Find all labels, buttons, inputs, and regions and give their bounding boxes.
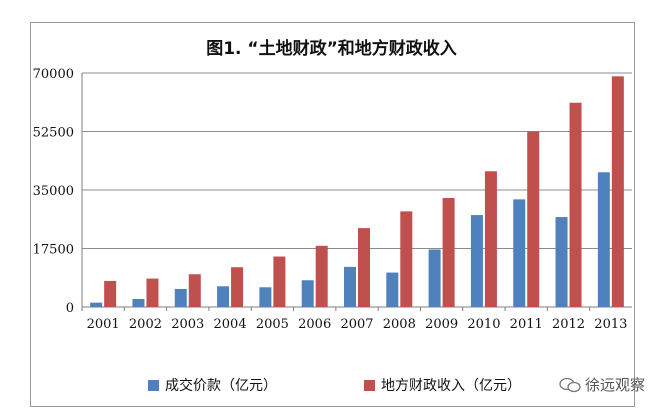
- bar-local-fiscal-revenue: [231, 267, 244, 307]
- bar-local-fiscal-revenue: [315, 245, 328, 307]
- watermark-text: 徐远观察: [584, 376, 645, 394]
- bar-transaction-price: [513, 199, 526, 307]
- bar-local-fiscal-revenue: [104, 280, 117, 307]
- x-tick-label: 2007: [340, 317, 373, 332]
- y-tick-label: 0: [66, 301, 74, 316]
- legend-label-0: 成交价款（亿元）: [165, 378, 277, 394]
- bar-transaction-price: [90, 302, 103, 307]
- bar-transaction-price: [132, 298, 145, 307]
- bar-transaction-price: [301, 280, 314, 307]
- x-tick-label: 2011: [510, 317, 543, 332]
- x-tick-label: 2010: [467, 317, 500, 332]
- bar-local-fiscal-revenue: [442, 198, 455, 307]
- bar-local-fiscal-revenue: [569, 102, 582, 307]
- bar-transaction-price: [555, 217, 568, 307]
- y-tick-label: 52500: [33, 126, 74, 141]
- bar-local-fiscal-revenue: [146, 278, 159, 307]
- bar-local-fiscal-revenue: [484, 171, 497, 307]
- y-tick-label: 70000: [33, 67, 74, 82]
- bar-transaction-price: [470, 215, 483, 307]
- x-tick-label: 2005: [256, 317, 289, 332]
- bar-transaction-price: [597, 172, 610, 307]
- legend-swatch-0: [148, 379, 159, 391]
- chart-title: 图1. “土地财政”和地方财政收入: [206, 39, 457, 59]
- bar-local-fiscal-revenue: [273, 256, 286, 307]
- x-tick-label: 2009: [425, 317, 458, 332]
- x-tick-label: 2003: [171, 317, 204, 332]
- bar-transaction-price: [428, 249, 441, 307]
- y-tick-label: 17500: [33, 243, 74, 258]
- bar-transaction-price: [217, 286, 230, 307]
- x-tick-label: 2001: [87, 317, 120, 332]
- bar-transaction-price: [174, 288, 187, 307]
- x-tick-label: 2002: [129, 317, 162, 332]
- chat-bubble-icon: [559, 377, 581, 392]
- y-tick-label: 35000: [33, 184, 74, 199]
- x-tick-label: 2012: [552, 317, 585, 332]
- legend-item-series-0: 成交价款（亿元）: [148, 374, 277, 396]
- x-tick-label: 2006: [298, 317, 331, 332]
- watermark: 徐远观察: [559, 374, 645, 395]
- bar-local-fiscal-revenue: [611, 76, 624, 307]
- bar-local-fiscal-revenue: [400, 211, 413, 307]
- bar-transaction-price: [259, 287, 272, 307]
- x-tick-label: 2008: [383, 317, 416, 332]
- bar-local-fiscal-revenue: [527, 131, 540, 307]
- bar-local-fiscal-revenue: [188, 274, 201, 307]
- legend-swatch-1: [364, 379, 375, 391]
- bar-transaction-price: [386, 272, 399, 307]
- x-tick-label: 2013: [594, 317, 627, 332]
- x-tick-label: 2004: [214, 317, 247, 332]
- legend-item-series-1: 地方财政收入（亿元）: [364, 374, 521, 396]
- bar-local-fiscal-revenue: [358, 228, 370, 307]
- bar-transaction-price: [344, 266, 356, 307]
- legend-label-1: 地方财政收入（亿元）: [381, 378, 521, 394]
